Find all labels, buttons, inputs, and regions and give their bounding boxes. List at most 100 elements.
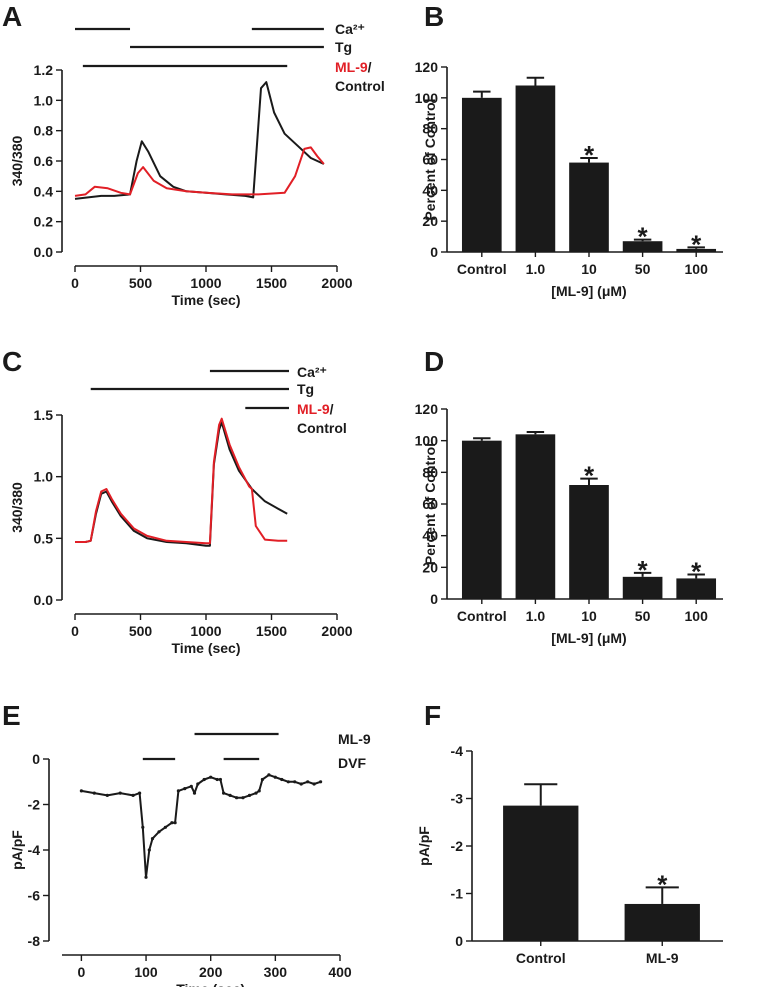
data-point (92, 791, 96, 795)
data-point (257, 789, 261, 793)
data-point (147, 848, 151, 852)
data-point (138, 791, 142, 795)
y-tick-label: 0.5 (34, 530, 54, 546)
x-tick-label: 100 (685, 261, 709, 277)
data-point (118, 791, 122, 795)
bar-10 (569, 485, 609, 599)
data-point (247, 793, 252, 798)
y-tick-label: 120 (415, 59, 439, 75)
x-axis-title: Time (sec) (172, 640, 241, 656)
x-tick-label: 2000 (321, 275, 352, 291)
data-point (273, 775, 277, 779)
x-axis-title: Time (sec) (172, 292, 241, 308)
y-tick-label: 80 (422, 464, 438, 480)
y-tick-label: -4 (28, 842, 41, 858)
significance-star: * (657, 869, 668, 899)
significance-star: * (638, 555, 649, 585)
series-line-current (81, 773, 321, 879)
y-tick-label: 40 (422, 182, 438, 198)
x-tick-label: 500 (129, 623, 153, 639)
data-point (192, 791, 197, 795)
y-tick-label: -4 (451, 743, 464, 759)
x-tick-label: 50 (635, 261, 651, 277)
legend-label-1: Tg (297, 381, 314, 397)
legend-black-part: / (330, 401, 334, 417)
panel-letter-e: E (2, 700, 21, 731)
bar-100 (676, 248, 717, 252)
data-point (157, 830, 161, 834)
bar-50 (622, 576, 663, 599)
x-tick-label: 1500 (256, 275, 287, 291)
y-tick-label: -1 (451, 886, 464, 902)
data-point (312, 782, 316, 786)
data-point (196, 782, 200, 786)
legend-label-0: Ca²⁺ (335, 21, 365, 37)
y-tick-label: 0 (430, 591, 438, 607)
significance-star: * (584, 140, 595, 170)
x-tick-label: Control (516, 950, 566, 966)
y-tick-label: 0.8 (34, 123, 54, 139)
data-point (141, 825, 145, 829)
data-point (131, 793, 135, 798)
legend-black-part: / (368, 59, 372, 75)
y-axis-title: 340/380 (9, 482, 25, 533)
y-tick-label: -2 (451, 838, 464, 854)
y-tick-label: 0.4 (34, 183, 54, 199)
bar-control (503, 805, 579, 941)
y-tick-label: 100 (415, 433, 439, 449)
y-tick-label: 1.0 (34, 469, 54, 485)
bar-ml-9 (624, 903, 700, 941)
y-tick-label: 0.2 (34, 214, 54, 230)
x-tick-label: 50 (635, 608, 651, 624)
y-tick-label: 120 (415, 401, 439, 417)
legend-label-3: Control (335, 78, 385, 94)
x-tick-label: 2000 (321, 623, 352, 639)
x-tick-label: 0 (77, 964, 85, 980)
bar-50 (622, 241, 663, 252)
data-point (306, 780, 310, 784)
bar-1-0 (515, 434, 556, 599)
x-tick-label: 1.0 (526, 261, 546, 277)
y-axis-title: Percent of Control (422, 98, 438, 220)
data-point (209, 775, 213, 779)
x-tick-label: ML-9 (646, 950, 679, 966)
y-tick-label: 0.0 (34, 592, 54, 608)
data-point (202, 777, 206, 782)
data-point (150, 837, 155, 841)
legend-label-0: Ca²⁺ (297, 364, 327, 380)
data-point (319, 780, 323, 784)
y-tick-label: 80 (422, 121, 438, 137)
y-tick-label: -8 (28, 933, 41, 949)
bar-100 (676, 578, 717, 599)
x-tick-label: 300 (264, 964, 288, 980)
legend-label-1: Tg (335, 39, 352, 55)
data-point (222, 791, 226, 795)
panel-b: B 0 20 40 60 80 100 120 Control 1.0 10 * 50 * 100 * [ML-… (415, 1, 723, 299)
legend-label-2: ML-9/ (297, 401, 334, 417)
y-tick-label: 60 (422, 496, 438, 512)
x-tick-label: Control (457, 261, 507, 277)
y-tick-label: 0 (455, 933, 463, 949)
x-tick-label: 0 (71, 623, 79, 639)
y-tick-label: 0 (430, 244, 438, 260)
y-axis-title: pA/pF (416, 826, 432, 866)
x-tick-label: 100 (685, 608, 709, 624)
data-point (79, 789, 83, 793)
data-point (267, 773, 271, 777)
x-tick-label: 1000 (190, 275, 221, 291)
panel-letter-b: B (424, 1, 444, 32)
data-point (293, 780, 297, 784)
legend-red-part: ML-9 (297, 401, 330, 417)
y-tick-label: 20 (422, 559, 438, 575)
data-point (218, 777, 222, 782)
y-axis-title: 340/380 (9, 135, 25, 186)
data-point (280, 777, 284, 782)
x-tick-label: 1500 (256, 623, 287, 639)
x-tick-label: 0 (71, 275, 79, 291)
x-tick-label: 10 (581, 608, 597, 624)
significance-star: * (638, 222, 649, 252)
y-tick-label: 20 (422, 213, 438, 229)
y-tick-label: 40 (422, 528, 438, 544)
y-tick-label: 60 (422, 152, 438, 168)
data-point (254, 791, 258, 795)
